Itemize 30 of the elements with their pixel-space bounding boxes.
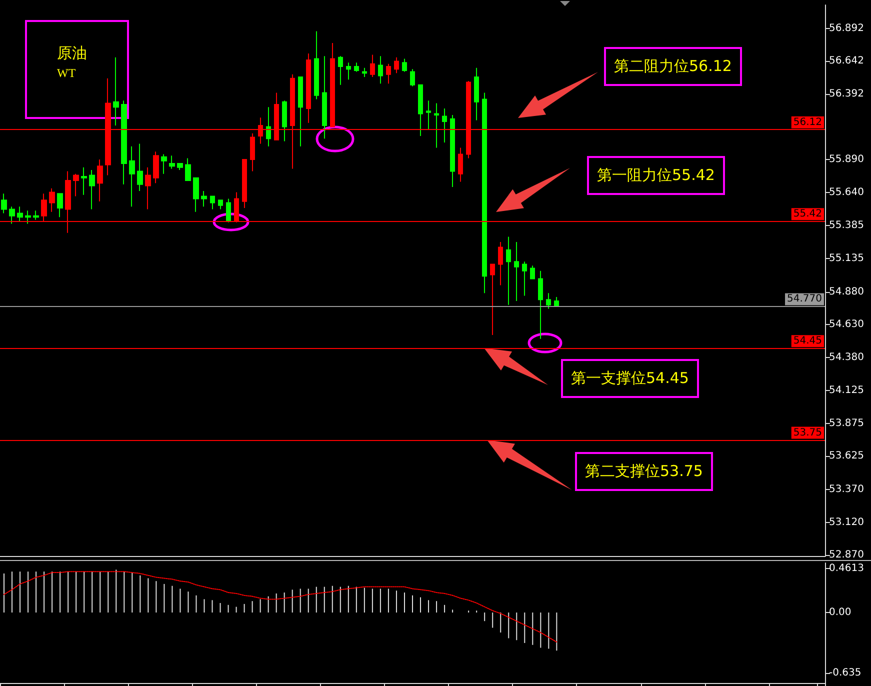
y-tick-label: 54.125 bbox=[829, 385, 864, 396]
y-tick-label: 56.392 bbox=[829, 88, 864, 100]
ref-line-label: 54.770 bbox=[787, 294, 822, 305]
text: 原油 bbox=[57, 44, 87, 63]
y-tick-label: 52.870 bbox=[829, 550, 864, 560]
ref-line-label: 54.45 bbox=[793, 336, 822, 347]
annotation: 第二支撑位53.75 bbox=[575, 452, 713, 491]
text: WT bbox=[57, 66, 76, 81]
annotation: 第一阻力位55.42 bbox=[587, 156, 725, 195]
annotation: 第二阻力位56.12 bbox=[604, 47, 742, 86]
y-tick-label: 53.875 bbox=[829, 418, 864, 429]
y-tick-label: 55.890 bbox=[829, 154, 864, 166]
y-tick-label: 54.380 bbox=[829, 352, 864, 363]
y-tick-label: 54.630 bbox=[829, 319, 864, 330]
y-tick-label: -0.635 bbox=[829, 668, 862, 678]
y-tick-label: 53.120 bbox=[829, 516, 864, 528]
y-tick-label: 55.135 bbox=[829, 252, 864, 264]
y-tick-label: 0.4613 bbox=[829, 563, 864, 574]
ref-line-label: 55.42 bbox=[793, 208, 822, 220]
y-tick-label: 56.892 bbox=[829, 22, 864, 34]
y-tick-label: 53.370 bbox=[829, 484, 864, 496]
ref-line-label: 53.75 bbox=[793, 427, 822, 438]
y-tick-label: 0.00 bbox=[829, 607, 852, 618]
y-tick-label: 55.385 bbox=[829, 220, 864, 232]
y-tick-label: 55.640 bbox=[829, 186, 864, 198]
y-tick-label: 53.625 bbox=[829, 450, 864, 462]
y-tick-label: 54.880 bbox=[829, 286, 864, 298]
annotation: 第一支撑位54.45 bbox=[561, 359, 699, 398]
ref-line-label: 56.12 bbox=[793, 116, 822, 128]
y-tick-label: 56.642 bbox=[829, 56, 864, 67]
